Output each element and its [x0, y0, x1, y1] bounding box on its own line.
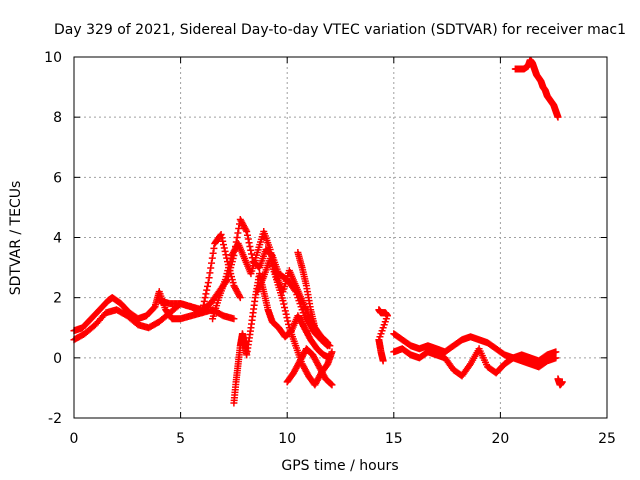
data-point: [281, 303, 289, 311]
data-point: [220, 241, 228, 249]
x-tick-label: 15: [385, 431, 403, 447]
x-tick-label: 20: [491, 431, 509, 447]
x-tick-label: 0: [70, 431, 79, 447]
data-point: [244, 235, 252, 243]
y-axis-label: SDTVAR / TECUs: [8, 181, 24, 296]
data-point: [324, 342, 332, 350]
data-point: [279, 297, 287, 305]
data-point: [247, 246, 255, 254]
data-point: [280, 300, 288, 308]
y-tick-label: 2: [53, 291, 62, 307]
y-tick-label: 8: [53, 110, 62, 126]
data-point: [207, 264, 215, 272]
data-point: [267, 249, 275, 257]
x-tick-label: 5: [176, 431, 185, 447]
data-point: [209, 249, 217, 257]
data-point: [230, 315, 238, 323]
data-point: [243, 231, 251, 239]
data-point: [281, 307, 289, 315]
y-tick-label: 6: [53, 170, 62, 186]
x-axis-label: GPS time / hours: [281, 458, 398, 474]
data-point: [246, 243, 254, 251]
data-point: [552, 348, 560, 356]
series-sat-track-g: [283, 345, 336, 389]
data-point: [236, 294, 244, 302]
data-point: [202, 290, 210, 298]
data-point: [219, 237, 227, 245]
data-point: [284, 317, 292, 325]
data-point: [201, 294, 209, 302]
data-point: [222, 251, 230, 259]
data-point: [242, 226, 250, 234]
axis-ticks: 0 5 10 15 20 25 -2 0 2 4 6 8 10: [44, 50, 616, 447]
series-sat-track-l: [554, 375, 566, 389]
y-tick-label: 10: [44, 50, 62, 66]
x-tick-label: 10: [278, 431, 296, 447]
data-point: [218, 234, 226, 242]
series-sat-track-i: [375, 306, 391, 365]
chart-title: Day 329 of 2021, Sidereal Day-to-day VTE…: [54, 22, 626, 38]
series-sat-track-k: [390, 345, 560, 380]
data-point: [379, 357, 387, 365]
data-point: [285, 320, 293, 328]
series-sat-track-j: [390, 330, 560, 365]
data-point: [233, 234, 241, 241]
data-point: [203, 286, 211, 294]
data-point: [208, 254, 216, 262]
data-point: [204, 279, 212, 287]
series-sat-track-h: [294, 249, 332, 350]
data-point: [235, 292, 243, 300]
data-point: [282, 310, 290, 318]
x-tick-label: 25: [598, 431, 616, 447]
y-tick-label: 0: [53, 351, 62, 367]
data-point: [283, 314, 291, 322]
plot-frame: [73, 56, 608, 419]
data-point: [210, 244, 218, 252]
data-point: [204, 282, 212, 290]
data-point: [328, 381, 336, 389]
series-sat-track-m: [511, 56, 562, 121]
data-point: [205, 274, 213, 282]
grid: [74, 57, 607, 418]
data-point: [554, 113, 562, 121]
data-point: [208, 259, 216, 267]
data-point: [328, 348, 336, 356]
data-point: [323, 341, 331, 349]
data-point: [200, 297, 208, 305]
data-point: [558, 378, 566, 386]
y-tick-label: 4: [53, 231, 62, 247]
data-point: [243, 227, 251, 235]
data-point: [327, 380, 335, 388]
data-points: [70, 56, 566, 407]
data-point: [247, 250, 255, 258]
data-point: [552, 354, 560, 362]
series-sat-track-b: [70, 230, 244, 344]
data-point: [235, 224, 243, 232]
data-point: [220, 244, 228, 252]
data-point: [266, 246, 274, 254]
y-tick-label: -2: [48, 411, 62, 427]
data-point: [217, 230, 225, 238]
data-point: [245, 239, 253, 247]
data-point: [206, 269, 214, 277]
data-point: [234, 229, 242, 237]
data-point: [221, 247, 229, 255]
